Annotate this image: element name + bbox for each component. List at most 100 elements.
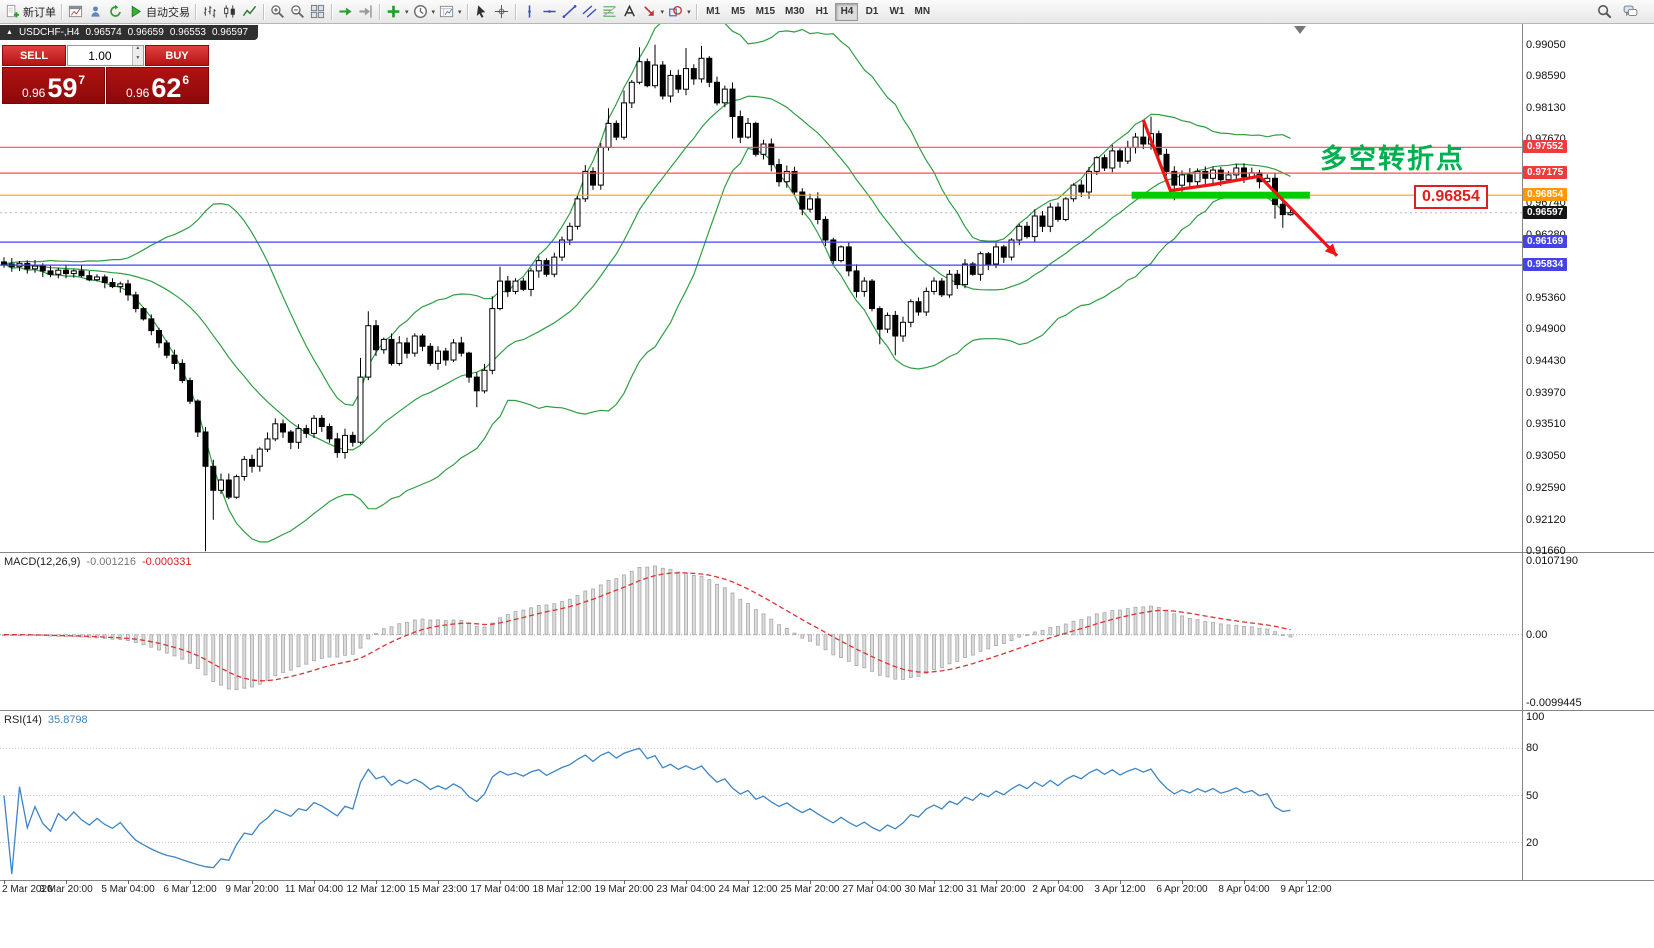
candle-body <box>543 260 550 275</box>
crosshair-button[interactable] <box>492 2 512 22</box>
tile-windows-button[interactable] <box>308 2 328 22</box>
candle-body <box>582 170 589 200</box>
macd-histogram-bar <box>1141 606 1146 636</box>
candle-body <box>1031 215 1038 238</box>
chart-shift-button[interactable] <box>356 2 376 22</box>
text-button[interactable] <box>620 2 640 22</box>
text-icon <box>623 4 635 17</box>
trend-arrow[interactable] <box>1141 119 1339 257</box>
macd-main-value: -0.001216 <box>86 556 136 568</box>
trendline-button[interactable] <box>560 2 580 22</box>
candle-body <box>714 81 720 104</box>
macd-panel[interactable] <box>0 553 1522 710</box>
time-axis-tick <box>314 880 315 884</box>
price-level-label[interactable]: 0.96854 <box>1414 185 1488 209</box>
candle-body <box>1078 184 1085 193</box>
navigator-button[interactable] <box>86 2 106 22</box>
candle-body <box>86 275 93 281</box>
community-button[interactable] <box>1621 2 1641 22</box>
volume-up-button[interactable]: ▲ <box>132 46 143 56</box>
new-order-button[interactable]: 新订单 <box>3 2 58 22</box>
support-zone-highlight[interactable] <box>1131 191 1310 199</box>
line-chart-button[interactable] <box>240 2 260 22</box>
chart-symbol-tab[interactable]: ▲ USDCHF-,H4 0.96574 0.96659 0.96553 0.9… <box>0 25 259 40</box>
macd-histogram-bar <box>769 618 774 636</box>
timeframe-d1-button[interactable]: D1 <box>860 3 883 21</box>
candle-body <box>621 102 627 138</box>
toolbar-separator <box>331 3 333 20</box>
vertical-line-button[interactable] <box>520 2 540 22</box>
sell-button[interactable]: SELL <box>2 45 66 66</box>
shapes-button[interactable]: ▾ <box>666 2 693 22</box>
bar-chart-button[interactable] <box>200 2 220 22</box>
line-chart-icon <box>242 5 257 17</box>
candle-body <box>1016 225 1023 241</box>
macd-histogram-bar <box>1056 626 1060 636</box>
bollinger-lower-band <box>3 147 1291 543</box>
timeframe-mn-button[interactable]: MN <box>910 3 934 21</box>
volume-spinner: ▲ ▼ <box>131 46 143 65</box>
volume-down-button[interactable]: ▼ <box>132 55 143 65</box>
zoom-in-button[interactable] <box>268 2 288 22</box>
macd-histogram-bar <box>1288 634 1293 638</box>
timeframe-h4-button[interactable]: H4 <box>835 2 859 21</box>
candle-body <box>373 325 379 351</box>
refresh-button[interactable] <box>106 2 126 22</box>
buy-quote-button[interactable]: 0.96 62 6 <box>106 67 209 104</box>
periods-button[interactable]: ▾ <box>411 2 438 22</box>
sell-quote-button[interactable]: 0.96 59 7 <box>2 67 105 104</box>
macd-histogram-bar <box>567 598 572 636</box>
chart-window-button[interactable] <box>66 2 86 22</box>
fibonacci-button[interactable] <box>600 2 620 22</box>
candle-body <box>210 465 217 491</box>
candle-body <box>125 283 131 296</box>
macd-histogram-bar <box>505 614 510 635</box>
search-button[interactable] <box>1595 2 1615 22</box>
toolbar-separator <box>263 3 265 20</box>
macd-histogram-bar <box>777 624 781 635</box>
horizontal-line-button[interactable] <box>540 2 560 22</box>
turning-point-annotation[interactable]: 多空转折点 <box>1320 144 1465 174</box>
auto-trading-button[interactable]: 自动交易 <box>126 2 192 22</box>
time-axis-tick <box>1244 880 1245 884</box>
timeframe-m5-button[interactable]: M5 <box>727 3 750 21</box>
time-axis-label: 11 Mar 04:00 <box>284 884 344 895</box>
macd-histogram-bar <box>48 634 53 637</box>
candle-body <box>938 280 945 296</box>
rsi-panel[interactable] <box>0 711 1522 880</box>
macd-histogram-bar <box>924 634 929 674</box>
buy-button[interactable]: BUY <box>145 45 209 66</box>
macd-histogram-bar <box>575 595 580 636</box>
templates-button[interactable]: ▾ <box>437 2 464 22</box>
macd-histogram-bar <box>707 579 712 636</box>
price-chart[interactable] <box>0 24 1522 552</box>
timeframe-m1-button[interactable]: M1 <box>702 3 725 21</box>
candle-body <box>667 74 674 97</box>
macd-histogram-bar <box>808 634 812 642</box>
volume-input[interactable] <box>68 46 132 65</box>
macd-histogram-bar <box>180 634 185 660</box>
time-axis-tick <box>562 880 563 884</box>
timeframe-m15-button[interactable]: M15 <box>752 3 779 21</box>
toolbar-separator <box>514 3 517 20</box>
zoom-out-button[interactable] <box>288 2 308 22</box>
macd-histogram-bar <box>1195 619 1200 635</box>
cursor-button[interactable] <box>472 2 492 22</box>
channel-button[interactable] <box>580 2 600 22</box>
dropdown-caret-icon: ▾ <box>687 8 691 16</box>
timeframe-m30-button[interactable]: M30 <box>781 3 808 21</box>
macd-histogram-bar <box>939 634 944 668</box>
macd-histogram-bar <box>164 634 169 654</box>
chart-shift-marker[interactable] <box>1294 26 1306 34</box>
candle-body <box>946 273 953 296</box>
arrows-button[interactable]: ▾ <box>640 2 667 22</box>
timeframe-w1-button[interactable]: W1 <box>885 3 908 21</box>
candlestick-chart-button[interactable] <box>220 2 240 22</box>
auto-scroll-button[interactable] <box>336 2 356 22</box>
candle-body <box>954 273 961 286</box>
timeframe-h1-button[interactable]: H1 <box>810 3 833 21</box>
indicators-button[interactable]: ▾ <box>384 2 411 22</box>
time-axis-label: 2 Mar 2020 <box>2 884 53 895</box>
macd-histogram-bar <box>250 634 254 688</box>
macd-histogram-bar <box>792 632 797 636</box>
